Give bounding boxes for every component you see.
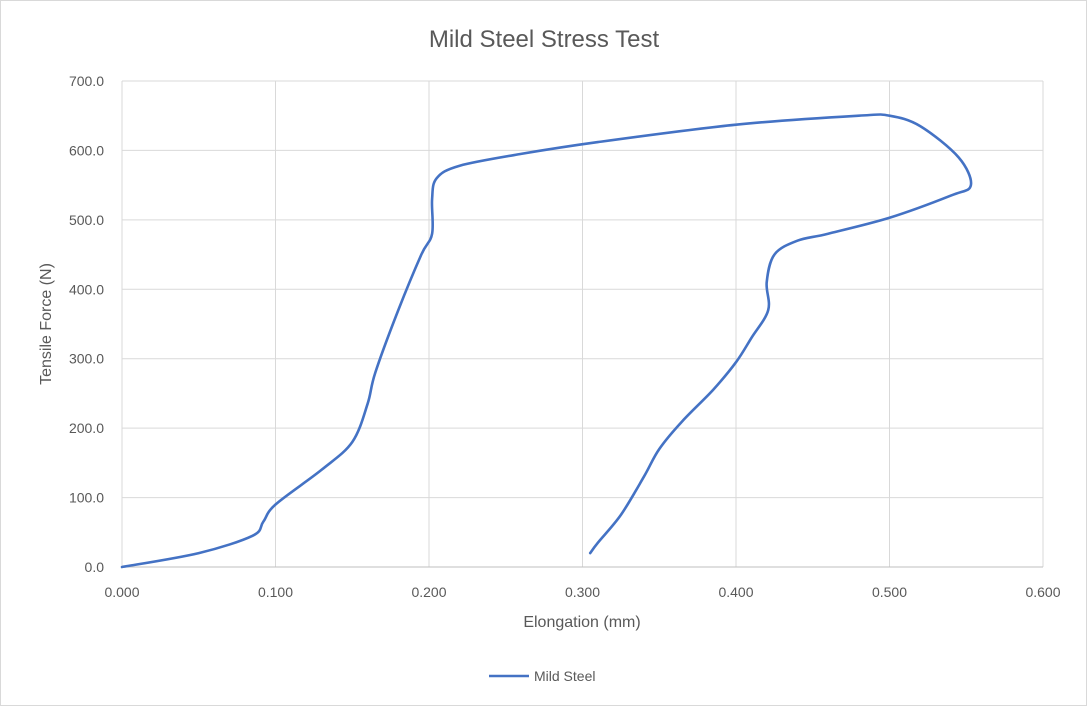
x-tick-label: 0.000 — [104, 584, 139, 600]
x-axis-title: Elongation (mm) — [523, 614, 640, 631]
y-tick-label: 500.0 — [69, 212, 104, 228]
x-tick-label: 0.200 — [411, 584, 446, 600]
legend-label-mild-steel: Mild Steel — [534, 668, 595, 684]
grid-lines — [121, 80, 1044, 568]
y-tick-label: 200.0 — [69, 420, 104, 436]
series-line-mild-steel — [120, 113, 973, 569]
x-tick-label: 0.500 — [872, 584, 907, 600]
y-axis-title: Tensile Force (N) — [38, 263, 55, 385]
y-tick-label: 400.0 — [69, 281, 104, 297]
x-tick-labels: 0.000 0.100 0.200 0.300 0.400 0.500 0.600 — [104, 584, 1060, 600]
y-tick-label: 100.0 — [69, 490, 104, 506]
x-tick-label: 0.600 — [1025, 584, 1060, 600]
y-tick-label: 0.0 — [85, 559, 105, 575]
legend: Mild Steel — [489, 668, 595, 684]
x-tick-label: 0.100 — [258, 584, 293, 600]
chart-title: Mild Steel Stress Test — [429, 26, 660, 53]
x-tick-label: 0.300 — [565, 584, 600, 600]
y-tick-label: 700.0 — [69, 73, 104, 89]
y-tick-label: 600.0 — [69, 142, 104, 158]
x-tick-label: 0.400 — [718, 584, 753, 600]
y-tick-label: 300.0 — [69, 351, 104, 367]
y-tick-labels: 0.0 100.0 200.0 300.0 400.0 500.0 600.0 700.0 — [69, 73, 104, 575]
